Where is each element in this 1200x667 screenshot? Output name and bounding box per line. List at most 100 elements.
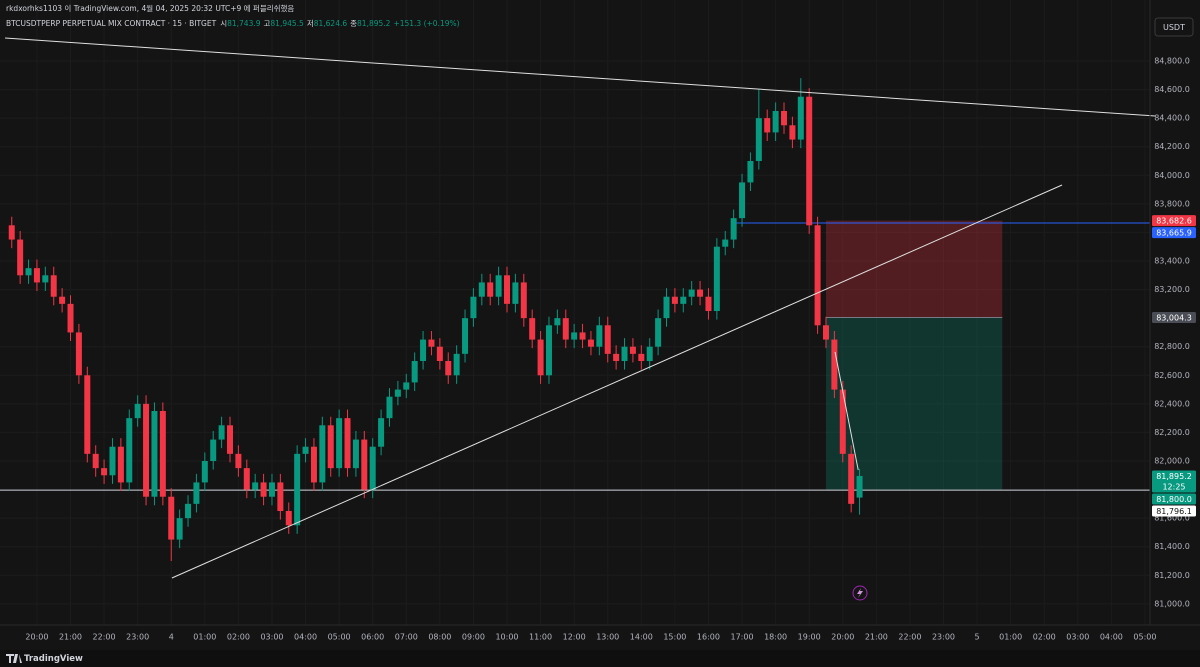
candle-body [596, 325, 603, 347]
x-tick-label: 03:00 [260, 633, 283, 642]
candle-body [705, 296, 712, 311]
x-tick-label: 19:00 [798, 633, 821, 642]
candle-body [520, 282, 527, 319]
candle-body [235, 453, 242, 469]
price-label: 83,682.6 [1156, 216, 1192, 225]
legend-c: 81,895.2 [357, 19, 391, 28]
candle-body [67, 303, 74, 333]
candle-body [747, 161, 754, 183]
candle-body [478, 282, 485, 297]
candle-body [436, 346, 443, 361]
y-tick-label: 83,800.0 [1154, 199, 1190, 208]
candle-body [806, 96, 813, 226]
candle-body [17, 239, 24, 276]
legend-l: 81,624.6 [314, 19, 348, 28]
candle-body [185, 503, 192, 519]
trend-line [5, 37, 1156, 117]
candle-body [822, 325, 829, 340]
x-tick-label: 23:00 [932, 633, 955, 642]
event-icon[interactable] [852, 585, 868, 601]
candle-body [302, 446, 309, 454]
candle-body [327, 425, 334, 469]
candle-body [336, 418, 343, 469]
candle-body [571, 332, 578, 340]
candle-body [722, 239, 729, 247]
candle-body [143, 403, 150, 497]
x-tick-label: 04:00 [1100, 633, 1123, 642]
candle-body [378, 418, 385, 447]
candle-body [789, 125, 796, 140]
price-label-box [1152, 493, 1196, 505]
x-tick-label: 21:00 [865, 633, 888, 642]
x-tick-label: 11:00 [529, 633, 552, 642]
currency[interactable]: USDT [1163, 23, 1185, 32]
currency-button[interactable] [1154, 17, 1194, 37]
price-label-box [1152, 470, 1196, 493]
candle-body [587, 339, 594, 347]
x-tick-label: 21:00 [59, 633, 82, 642]
x-tick-label: 17:00 [731, 633, 754, 642]
y-tick-label: 84,800.0 [1154, 57, 1190, 66]
x-tick-label: 01:00 [193, 633, 216, 642]
candle-body [101, 468, 108, 476]
candle-body [134, 403, 141, 419]
x-tick-label: 15:00 [663, 633, 686, 642]
price-label: 81,895.2 [1156, 472, 1192, 481]
y-tick-label: 81,000.0 [1154, 599, 1190, 608]
candle-body [663, 296, 670, 319]
x-tick-label: 5 [975, 633, 980, 642]
candle-body [151, 411, 158, 497]
candle-body [277, 482, 284, 511]
x-tick-label: 10:00 [495, 633, 518, 642]
x-tick-label: 14:00 [630, 633, 653, 642]
candle-body [201, 461, 208, 483]
y-tick-label: 83,200.0 [1154, 285, 1190, 294]
event-icon-bolt [857, 588, 863, 598]
candle-body [638, 353, 645, 361]
x-tick-label: 05:00 [328, 633, 351, 642]
y-tick-label: 82,400.0 [1154, 399, 1190, 408]
candle-body [42, 275, 49, 283]
y-tick-label: 84,200.0 [1154, 142, 1190, 151]
candle-body [613, 353, 620, 361]
candle-body [839, 389, 846, 454]
x-tick-label: 20:00 [831, 633, 854, 642]
candle-body [739, 182, 746, 219]
candle-body [319, 425, 326, 483]
price-label: 81,800.0 [1156, 495, 1192, 504]
brand: TradingView [24, 654, 83, 664]
legend-h_label: 고 [264, 19, 271, 28]
x-tick-label: 23:00 [126, 633, 149, 642]
price-label: 83,665.9 [1156, 228, 1192, 237]
candle-body [646, 346, 653, 361]
candle-body [386, 396, 393, 419]
footer-bar [0, 650, 1200, 667]
candle-body [243, 468, 250, 490]
candle-body [545, 325, 552, 376]
legend-change: +151.3 (+0.19%) [393, 19, 459, 28]
x-tick-label: 02:00 [1033, 633, 1056, 642]
candle-body [512, 282, 519, 304]
legend-symbol: BTCUSDTPERP PERPETUAL MIX CONTRACT · 15 … [6, 19, 217, 28]
candle-body [168, 496, 175, 540]
x-tick-label: 13:00 [596, 633, 619, 642]
candle-body [84, 375, 91, 454]
y-tick-label: 81,400.0 [1154, 542, 1190, 551]
candle-body [109, 446, 116, 476]
candle-body [537, 339, 544, 376]
price-label-box [1152, 215, 1196, 227]
candle-body [75, 332, 82, 376]
candle-body [764, 118, 771, 133]
candle-body [856, 475, 863, 498]
stop-zone [825, 220, 1003, 318]
candle-body [428, 339, 435, 347]
countdown: 12:25 [1162, 482, 1185, 491]
candle-body [529, 318, 536, 340]
candle-body [126, 418, 133, 483]
price-label: 81,796.1 [1156, 507, 1192, 516]
y-tick-label: 82,000.0 [1154, 457, 1190, 466]
y-tick-label: 84,400.0 [1154, 114, 1190, 123]
candle-body [688, 289, 695, 297]
x-tick-label: 12:00 [563, 633, 586, 642]
